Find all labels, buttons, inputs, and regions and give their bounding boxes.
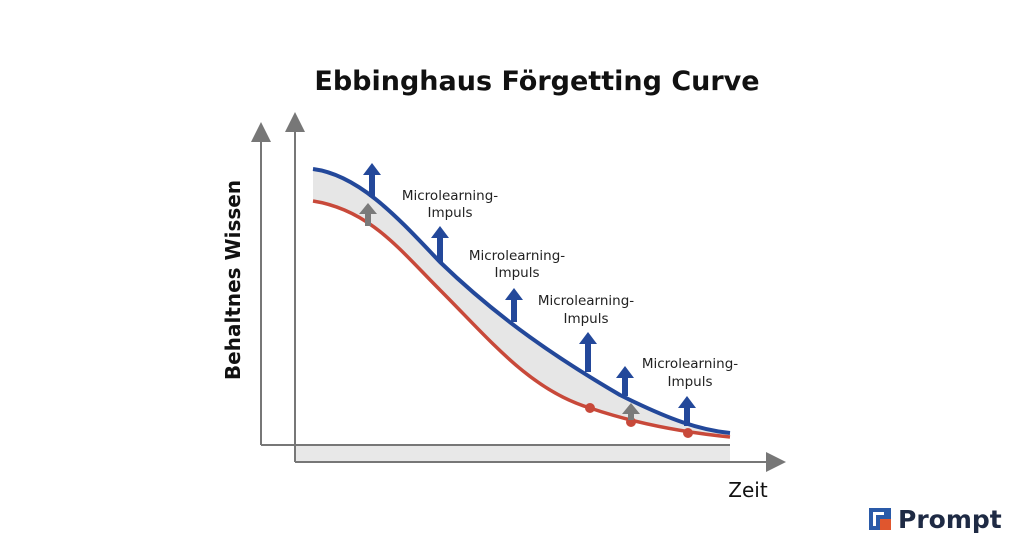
- blue-arrows: [363, 163, 696, 426]
- forgetting-curve: [312, 199, 731, 439]
- annotation-line: Impuls: [667, 374, 712, 390]
- axes: [251, 112, 786, 472]
- annotation-line: Microlearning-: [642, 356, 738, 372]
- grey-arrows: [359, 203, 640, 420]
- x-axis-label: Zeit: [728, 478, 768, 502]
- logo-icon: [869, 508, 891, 530]
- title: Ebbinghaus Förgetting Curve: [314, 66, 759, 97]
- y-axis-label: Behaltnes Wissen: [221, 180, 245, 380]
- retention-curve: [312, 167, 731, 435]
- annotation-line: Microlearning-: [402, 188, 498, 204]
- annotation-line: Impuls: [563, 311, 608, 327]
- annotation-line: Microlearning-: [469, 248, 565, 264]
- gap-fill: [313, 169, 730, 437]
- logo-text: Prompt: [898, 505, 1002, 534]
- annotation-line: Impuls: [427, 205, 472, 221]
- annotation-line: Microlearning-: [538, 293, 634, 309]
- annotation-line: Impuls: [494, 265, 539, 281]
